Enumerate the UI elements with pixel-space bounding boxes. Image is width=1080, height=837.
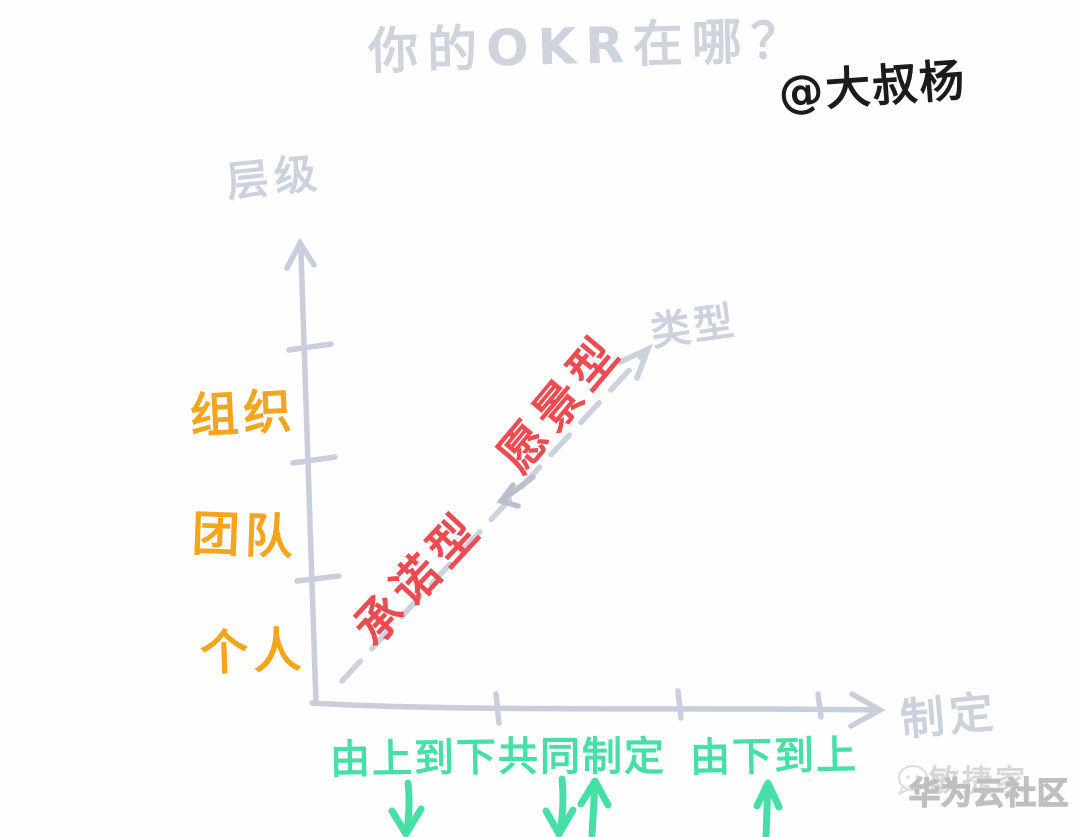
diagonal-mid-arrow-icon: [502, 474, 536, 501]
diagonal-axis-label: 类型: [647, 298, 740, 356]
y-axis-tick: [290, 454, 338, 466]
x-axis-tick: [493, 691, 502, 726]
x-axis-label: 制定: [898, 686, 1001, 747]
up-arrow-icon: [577, 777, 612, 837]
level-category-organization: 组织: [188, 383, 298, 445]
level-category-individual: 个人: [199, 622, 308, 682]
watermark-back-text: 敏捷家: [929, 764, 1028, 799]
down-arrow-icon: [388, 779, 425, 837]
x-axis-line: [309, 688, 886, 729]
watermark: 敏捷家 华为云社区: [893, 754, 1080, 824]
diagonal-mid-arrowhead-icon: [496, 482, 521, 509]
up-arrow-icon: [753, 779, 783, 837]
diagonal-axis-arrowhead-icon: [617, 343, 653, 381]
formulation-arrows: [388, 775, 783, 837]
y-axis-line: [284, 237, 342, 705]
x-axis-tick: [675, 688, 684, 721]
formulation-category-bottom-up: 由下到上: [689, 732, 859, 782]
watermark-front-text: 华为云社区: [908, 775, 1069, 813]
y-axis-label: 层级: [224, 148, 325, 207]
x-axis-arrowhead-icon: [848, 691, 886, 729]
y-axis-arrowhead-icon: [284, 237, 317, 271]
x-axis-tick: [815, 691, 824, 720]
page-title: 你的OKR在哪？: [367, 11, 811, 81]
diagonal-axis-line: [339, 343, 653, 684]
formulation-category-joint: 共同制定: [498, 734, 666, 780]
y-axis-tick: [294, 573, 342, 584]
y-axis-tick: [286, 341, 334, 353]
down-arrow-icon: [542, 775, 577, 837]
speech-bubble-icon: [898, 765, 928, 795]
level-category-team: 团队: [190, 506, 299, 566]
formulation-category-top-down: 由上到下: [329, 734, 499, 784]
author-signature: @大叔杨: [776, 53, 968, 120]
